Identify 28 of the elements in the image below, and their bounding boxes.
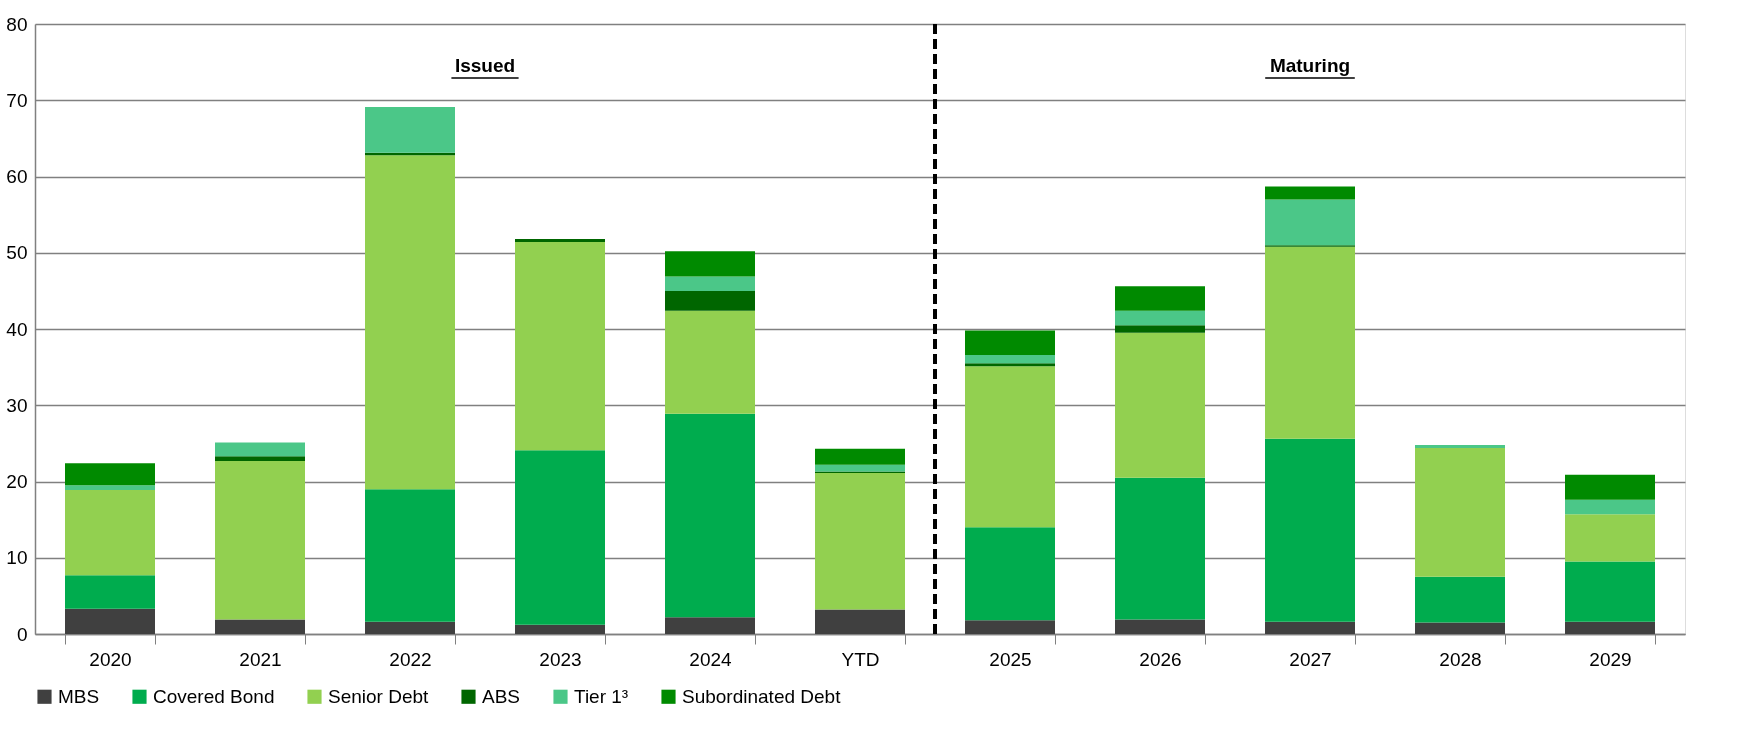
x-tick-label: 2028 — [1439, 648, 1482, 670]
y-tick-label: 80 — [6, 13, 28, 35]
x-tick-label: 2023 — [539, 648, 582, 670]
y-tick-label: 20 — [6, 471, 28, 492]
y-tick-label: 40 — [6, 318, 28, 340]
y-tick-label: 60 — [6, 166, 28, 187]
legend-label: Subordinated Debt — [682, 685, 842, 707]
y-tick-label: 10 — [6, 547, 28, 569]
x-tick-label: 2029 — [1589, 648, 1632, 670]
x-tick-label: YTD — [841, 648, 880, 670]
legend-label: Senior Debt — [328, 685, 430, 707]
y-tick-label: 0 — [16, 623, 28, 645]
x-tick-label: 2027 — [1289, 648, 1332, 670]
legend-label: MBS — [58, 685, 100, 707]
y-tick-label: 50 — [6, 242, 28, 264]
y-tick-label: 30 — [6, 394, 28, 416]
annotation: Issued — [454, 55, 516, 76]
x-tick-label: 2020 — [89, 648, 132, 670]
y-tick-label: 70 — [6, 89, 28, 111]
x-tick-label: 2021 — [239, 648, 282, 670]
x-tick-label: 2022 — [389, 648, 432, 670]
legend-label: Tier 1³ — [574, 685, 629, 707]
x-tick-label: 2026 — [1139, 648, 1182, 670]
legend-label: Covered Bond — [153, 685, 275, 707]
x-tick-label: 2024 — [689, 648, 733, 670]
legend-label: ABS — [482, 685, 521, 707]
annotation: Maturing — [1269, 55, 1351, 76]
x-tick-label: 2025 — [989, 648, 1032, 670]
